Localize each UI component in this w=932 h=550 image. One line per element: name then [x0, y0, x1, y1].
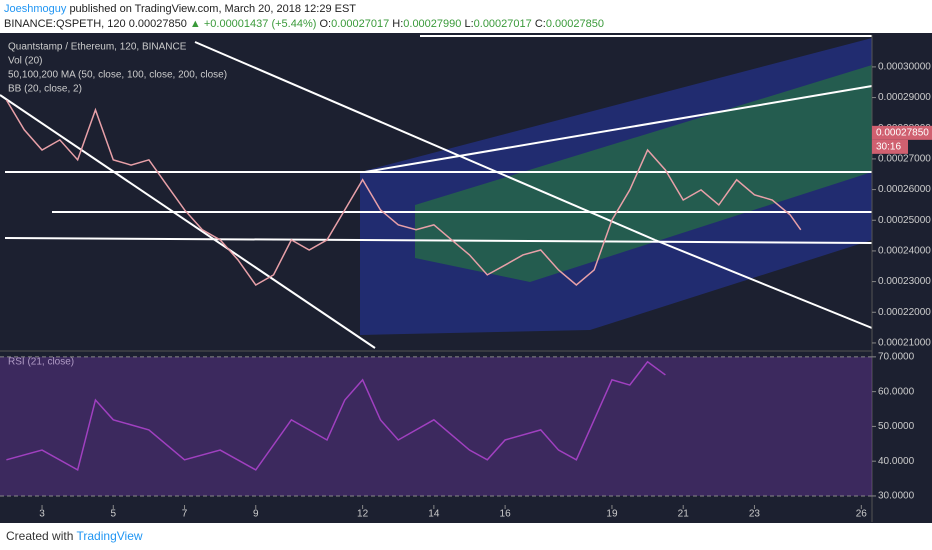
regression-channel-inner [415, 65, 872, 282]
symbol: BINANCE:QSPETH, 120 [4, 18, 126, 30]
last-price-box [872, 125, 932, 140]
y-tick-label: 50.0000 [878, 421, 915, 432]
price-line [5, 99, 802, 286]
brand[interactable]: TradingView [76, 529, 143, 543]
x-tick-label: 26 [856, 509, 868, 520]
header: Joeshmoguy published on TradingView.com,… [4, 2, 604, 32]
open: 0.00027017 [331, 18, 390, 30]
y-tick-label: 60.0000 [878, 386, 915, 397]
last-price-label: 0.00027850 [876, 127, 929, 138]
x-tick-label: 7 [182, 509, 188, 520]
trend-line [654, 239, 873, 329]
chart-title: Quantstamp / Ethereum, 120, BINANCE [8, 42, 187, 53]
y-tick-label: 0.00022000 [878, 307, 931, 318]
low: 0.00027017 [473, 18, 532, 30]
y-tick-label: 0.00024000 [878, 246, 931, 257]
h-label: H: [392, 18, 404, 30]
indicator: RSI (21, close) [8, 357, 74, 368]
trend-line [364, 85, 873, 173]
countdown: 30:16 [876, 141, 901, 152]
trend-line [194, 41, 656, 241]
l-label: L: [464, 18, 474, 30]
x-tick-label: 5 [110, 509, 116, 520]
y-tick-label: 0.00025000 [878, 215, 931, 226]
created: Created with [6, 529, 74, 543]
published: published on TradingView.com, March 20, … [69, 3, 357, 15]
drawings [0, 35, 873, 522]
change: ▲ +0.00001437 (+5.44%) [189, 18, 317, 30]
x-tick-label: 21 [678, 509, 690, 520]
publish-line: Joeshmoguy published on TradingView.com,… [4, 2, 604, 17]
x-tick-label: 23 [749, 509, 761, 520]
y-tick-label: 40.0000 [878, 456, 915, 467]
last: 0.00027850 [128, 18, 187, 30]
y-tick-label: 0.00030000 [878, 62, 931, 73]
trend-line [0, 94, 376, 349]
o-label: O: [319, 18, 332, 30]
y-tick-label: 0.00021000 [878, 338, 931, 349]
x-tick-label: 9 [253, 509, 259, 520]
plot: Quantstamp / Ethereum, 120, BINANCE Vol … [0, 42, 932, 520]
y-tick-label: 0.00029000 [878, 92, 931, 103]
y-tick-label: 0.00027000 [878, 154, 931, 165]
footer: Created with TradingView [6, 529, 143, 543]
trend-lines [0, 35, 873, 349]
x-tick-label: 12 [357, 509, 369, 520]
indicator: 50,100,200 MA (50, close, 100, close, 20… [8, 70, 227, 81]
y-tick-label: 0.00023000 [878, 276, 931, 287]
indicator: BB (20, close, 2) [8, 84, 82, 95]
background [0, 33, 932, 523]
y-tick-label: 70.0000 [878, 352, 915, 363]
author[interactable]: Joeshmoguy [4, 3, 67, 15]
y-tick-label: 0.00026000 [878, 184, 931, 195]
regression-channel [360, 38, 872, 335]
countdown-box [872, 139, 908, 154]
x-tick-label: 3 [39, 509, 45, 520]
rsi-band [0, 356, 872, 496]
y-tick-label: 30.0000 [878, 491, 915, 502]
price-line [6, 360, 666, 472]
close: 0.00027850 [545, 18, 604, 30]
c-label: C: [534, 18, 546, 30]
quote-line: BINANCE:QSPETH, 120 0.00027850 ▲ +0.0000… [4, 17, 604, 32]
indicator: Vol (20) [8, 56, 42, 67]
chart: Quantstamp / Ethereum, 120, BINANCE Vol … [0, 33, 932, 523]
x-tick-label: 16 [500, 509, 512, 520]
x-tick-label: 19 [606, 509, 618, 520]
high: 0.00027990 [403, 18, 462, 30]
x-tick-label: 14 [428, 509, 440, 520]
level-line [4, 237, 873, 244]
